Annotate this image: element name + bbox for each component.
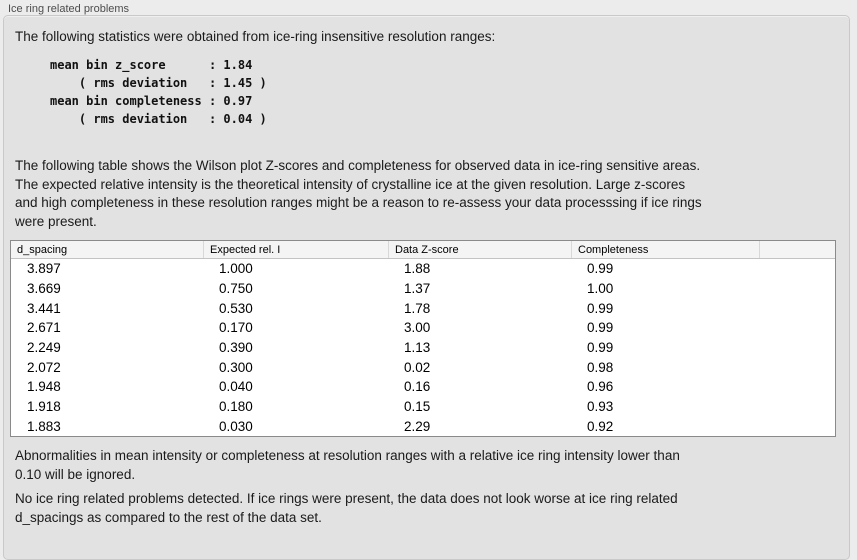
table-row[interactable]: 1.948 0.040 0.16 0.96: [11, 377, 835, 397]
cell-d-spacing: 1.918: [27, 398, 61, 414]
ice-ring-table: d_spacing Expected rel. I Data Z-score C…: [10, 240, 836, 437]
table-row[interactable]: 3.441 0.530 1.78 0.99: [11, 298, 835, 318]
table-row[interactable]: 1.918 0.180 0.15 0.93: [11, 397, 835, 417]
cell-d-spacing: 3.441: [27, 300, 61, 316]
cell-data-z-score: 1.78: [404, 300, 431, 316]
cell-completeness: 0.96: [587, 379, 614, 395]
table-row[interactable]: 3.897 1.000 1.88 0.99: [11, 259, 835, 279]
column-header-expected-rel-i[interactable]: Expected rel. I: [203, 241, 388, 258]
cell-completeness: 0.99: [587, 261, 614, 277]
cell-expected-rel-i: 0.300: [219, 359, 253, 375]
cell-data-z-score: 0.15: [404, 398, 431, 414]
stats-intro-text: The following statistics were obtained f…: [15, 29, 496, 44]
cell-expected-rel-i: 0.750: [219, 280, 253, 296]
column-header-completeness[interactable]: Completeness: [571, 241, 759, 258]
cell-completeness: 0.92: [587, 418, 614, 434]
table-body: 3.897 1.000 1.88 0.99 3.669 0.750 1.37 1…: [11, 259, 835, 436]
cell-d-spacing: 1.883: [27, 418, 61, 434]
cell-data-z-score: 1.88: [404, 261, 431, 277]
cell-completeness: 0.99: [587, 320, 614, 336]
table-row[interactable]: 2.671 0.170 3.00 0.99: [11, 318, 835, 338]
table-row[interactable]: 2.072 0.300 0.02 0.98: [11, 357, 835, 377]
cell-d-spacing: 1.948: [27, 379, 61, 395]
cell-d-spacing: 2.249: [27, 339, 61, 355]
cell-data-z-score: 0.16: [404, 379, 431, 395]
table-description-text: The following table shows the Wilson plo…: [15, 158, 702, 229]
cell-completeness: 1.00: [587, 280, 614, 296]
conclusion-note: No ice ring related problems detected. I…: [15, 491, 678, 525]
column-header-d-spacing[interactable]: d_spacing: [17, 243, 68, 256]
cell-expected-rel-i: 0.030: [219, 418, 253, 434]
cell-expected-rel-i: 0.390: [219, 339, 253, 355]
cell-data-z-score: 1.37: [404, 280, 431, 296]
group-box-title: Ice ring related problems: [8, 3, 130, 15]
table-row[interactable]: 1.883 0.030 2.29 0.92: [11, 416, 835, 436]
table-row[interactable]: 2.249 0.390 1.13 0.99: [11, 338, 835, 358]
cell-completeness: 0.93: [587, 398, 614, 414]
column-header-empty: [759, 241, 835, 258]
cell-expected-rel-i: 0.170: [219, 320, 253, 336]
ignore-threshold-note: Abnormalities in mean intensity or compl…: [15, 448, 680, 482]
cell-completeness: 0.99: [587, 339, 614, 355]
cell-data-z-score: 2.29: [404, 418, 431, 434]
cell-expected-rel-i: 0.180: [219, 398, 253, 414]
cell-expected-rel-i: 0.530: [219, 300, 253, 316]
cell-expected-rel-i: 0.040: [219, 379, 253, 395]
ice-ring-group-box: The following statistics were obtained f…: [3, 15, 850, 560]
stats-block: mean bin z_score : 1.84 ( rms deviation …: [50, 58, 267, 126]
cell-completeness: 0.98: [587, 359, 614, 375]
table-header-row: d_spacing Expected rel. I Data Z-score C…: [11, 241, 835, 259]
column-header-data-z-score[interactable]: Data Z-score: [388, 241, 571, 258]
cell-d-spacing: 2.072: [27, 359, 61, 375]
cell-data-z-score: 1.13: [404, 339, 431, 355]
cell-d-spacing: 2.671: [27, 320, 61, 336]
cell-completeness: 0.99: [587, 300, 614, 316]
table-row[interactable]: 3.669 0.750 1.37 1.00: [11, 279, 835, 299]
cell-data-z-score: 3.00: [404, 320, 431, 336]
cell-d-spacing: 3.897: [27, 261, 61, 277]
cell-d-spacing: 3.669: [27, 280, 61, 296]
cell-expected-rel-i: 1.000: [219, 261, 253, 277]
cell-data-z-score: 0.02: [404, 359, 431, 375]
